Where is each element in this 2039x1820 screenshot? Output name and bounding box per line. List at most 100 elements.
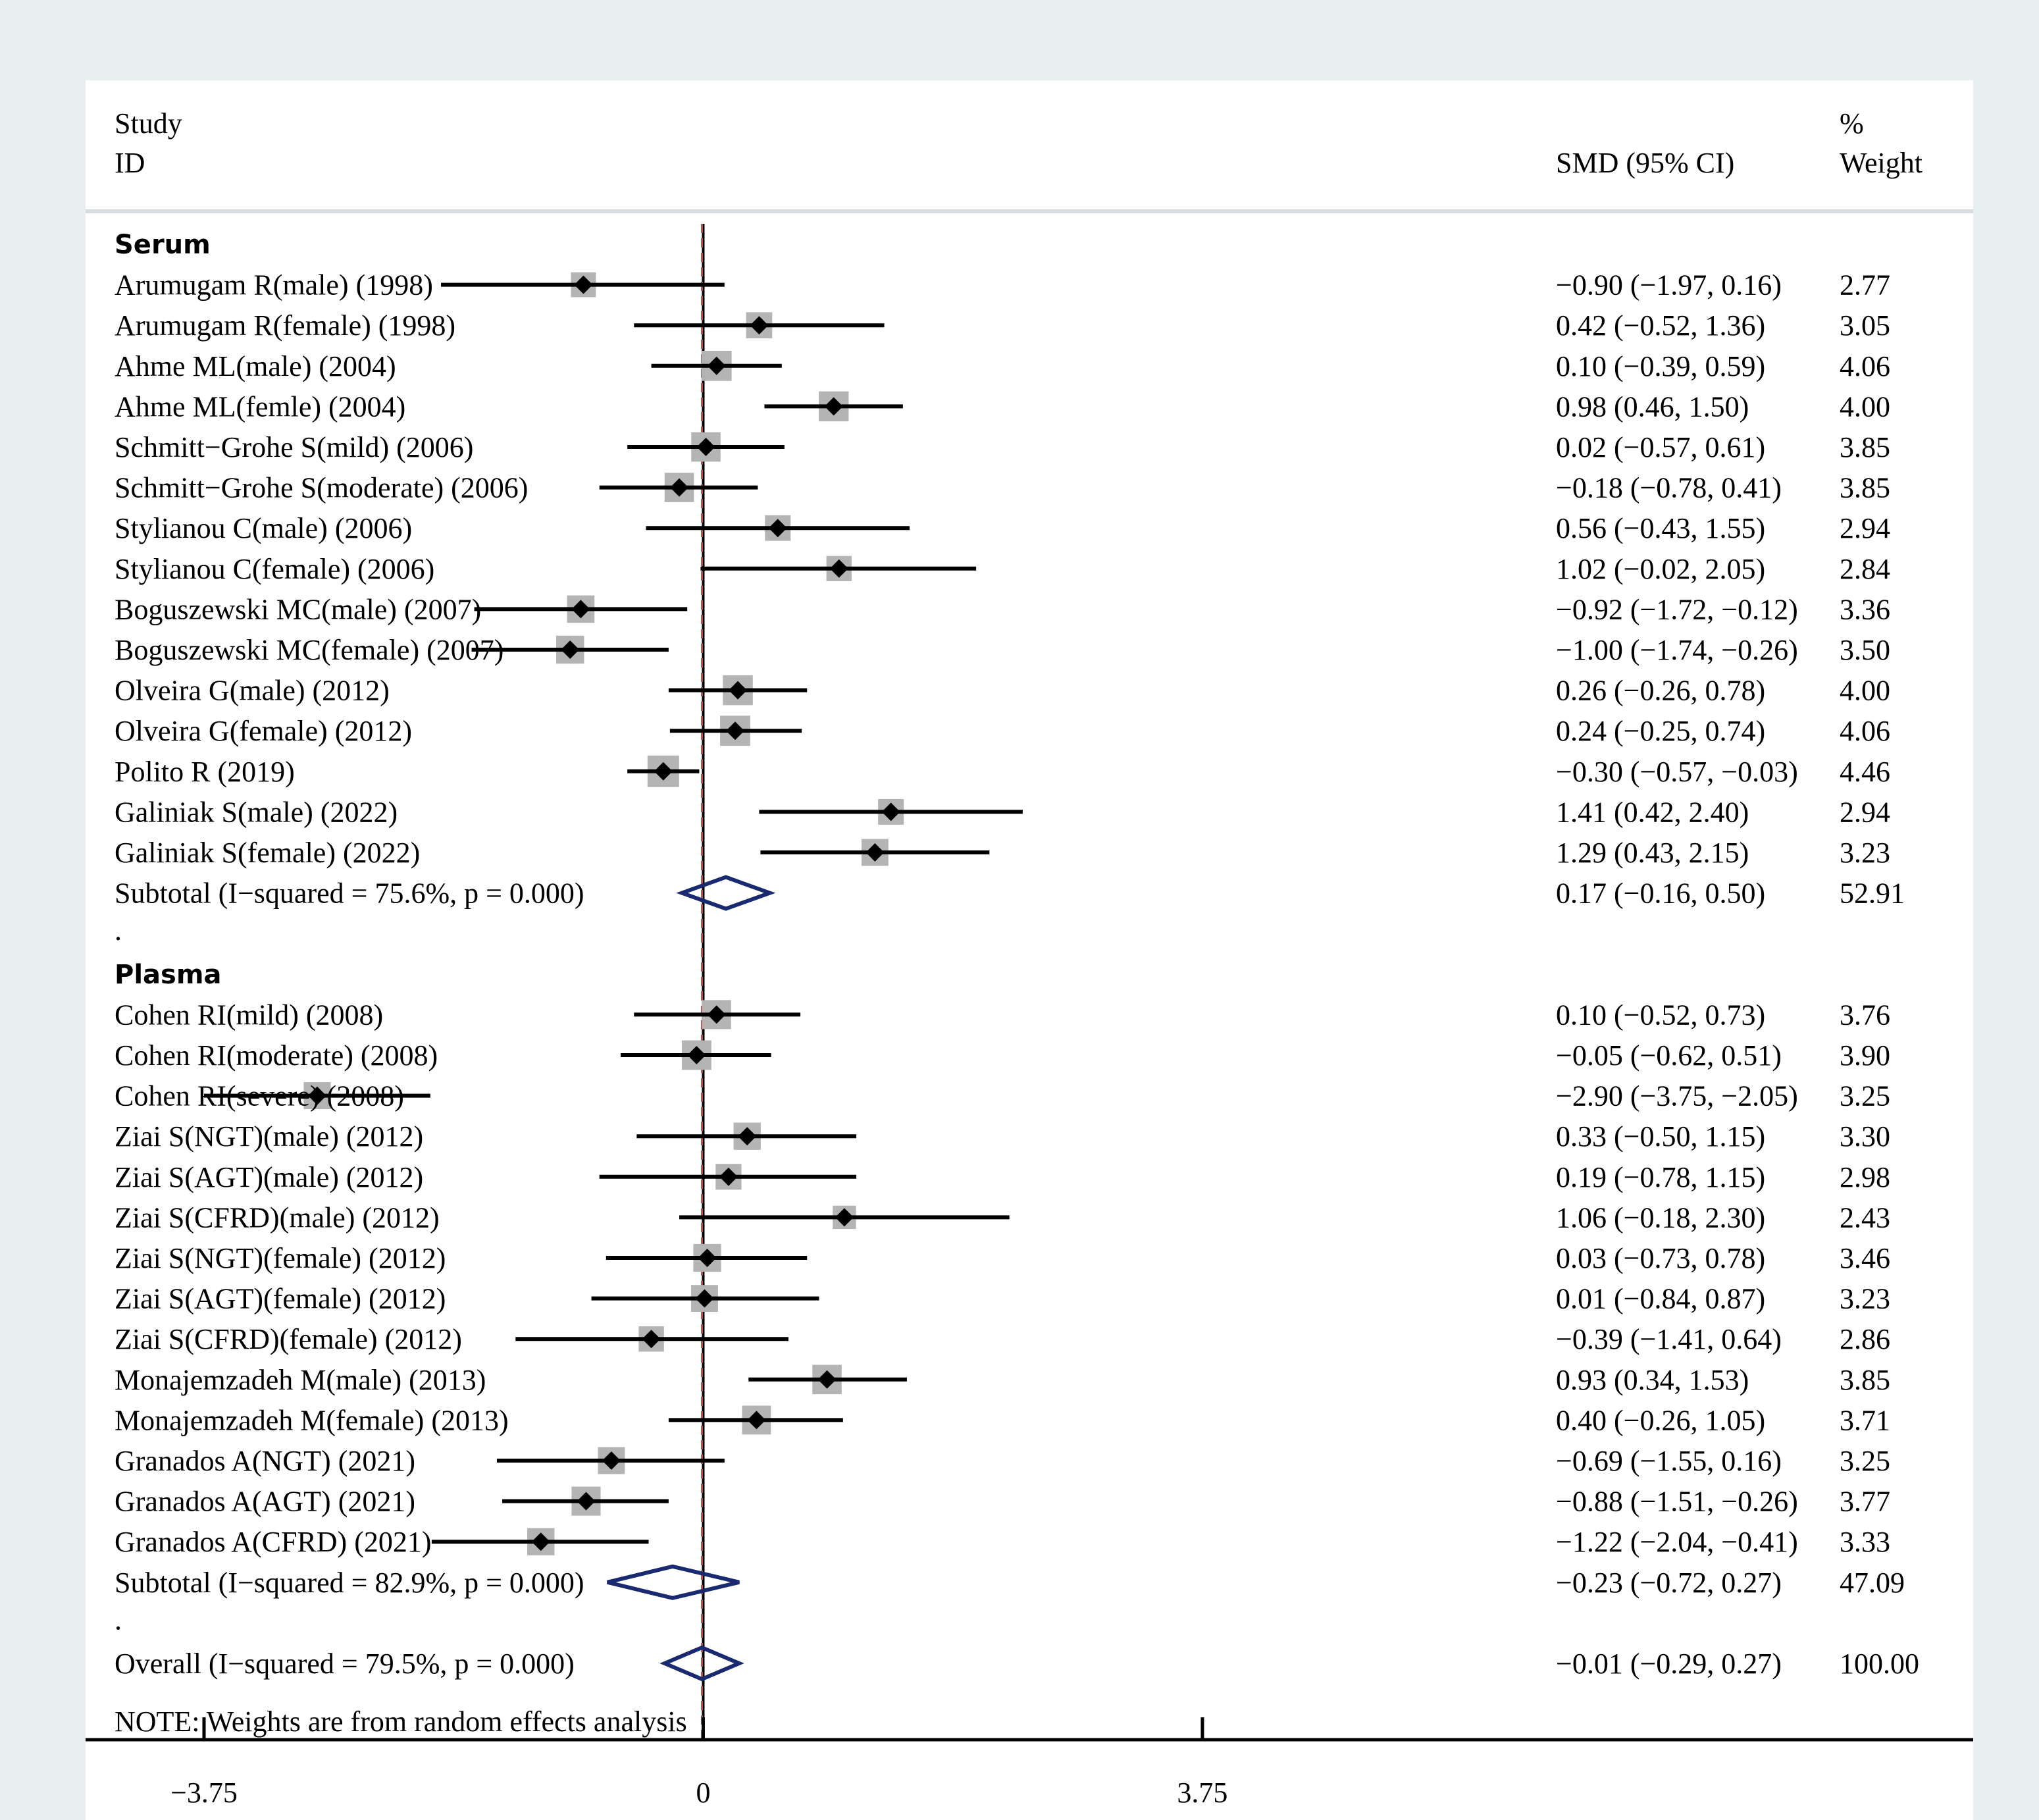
study-weight-text: 3.76 xyxy=(1840,999,1890,1031)
study-weight-text: 3.90 xyxy=(1840,1039,1890,1072)
study-effect-text: 0.42 (−0.52, 1.36) xyxy=(1556,309,1765,342)
study-point-estimate xyxy=(747,1411,766,1430)
subtotal-label: Subtotal (I−squared = 75.6%, p = 0.000) xyxy=(115,877,584,910)
chart-rows: Serum Arumugam R(male) (1998) −0.90 (−1.97… xyxy=(115,230,1919,1680)
study-point-estimate xyxy=(561,640,580,659)
header-study: Study xyxy=(115,107,182,140)
study-point-estimate xyxy=(829,559,848,578)
study-weight-text: 2.43 xyxy=(1840,1201,1890,1234)
study-effect-text: −0.90 (−1.97, 0.16) xyxy=(1556,269,1782,301)
overall-weight-text: 100.00 xyxy=(1840,1648,1919,1680)
study-point-estimate xyxy=(574,275,593,294)
group-heading: Serum xyxy=(115,230,211,260)
study-weight-text: 4.06 xyxy=(1840,715,1890,747)
study-label: Cohen RI(moderate) (2008) xyxy=(115,1039,438,1072)
study-label: Boguszewski MC(male) (2007) xyxy=(115,593,481,625)
study-effect-text: 0.40 (−0.26, 1.05) xyxy=(1556,1404,1765,1436)
study-point-estimate xyxy=(698,1249,717,1267)
study-weight-text: 3.23 xyxy=(1840,837,1890,869)
study-point-estimate xyxy=(729,681,748,700)
study-effect-text: 1.41 (0.42, 2.40) xyxy=(1556,796,1749,828)
study-effect-text: 0.10 (−0.52, 0.73) xyxy=(1556,999,1765,1031)
study-label: Ziai S(AGT)(female) (2012) xyxy=(115,1283,446,1315)
study-weight-text: 3.85 xyxy=(1840,1364,1890,1396)
group-separator: . xyxy=(115,914,122,947)
study-label: Ziai S(NGT)(male) (2012) xyxy=(115,1120,423,1153)
study-point-estimate xyxy=(571,600,590,619)
study-point-estimate xyxy=(531,1532,550,1551)
study-weight-text: 3.85 xyxy=(1840,431,1890,463)
study-effect-text: 0.03 (−0.73, 0.78) xyxy=(1556,1242,1765,1274)
study-label: Polito R (2019) xyxy=(115,756,295,788)
study-weight-text: 2.86 xyxy=(1840,1323,1890,1355)
study-point-estimate xyxy=(817,1370,837,1389)
study-effect-text: 0.01 (−0.84, 0.87) xyxy=(1556,1283,1765,1315)
study-effect-text: 0.02 (−0.57, 0.61) xyxy=(1556,431,1765,463)
study-point-estimate xyxy=(707,356,726,375)
study-effect-text: −0.39 (−1.41, 0.64) xyxy=(1556,1323,1782,1355)
study-label: Cohen RI(mild) (2008) xyxy=(115,999,383,1031)
overall-label: Overall (I−squared = 79.5%, p = 0.000) xyxy=(115,1648,575,1680)
study-effect-text: −1.22 (−2.04, −0.41) xyxy=(1556,1526,1798,1558)
study-label: Arumugam R(male) (1998) xyxy=(115,269,433,301)
study-label: Arumugam R(female) (1998) xyxy=(115,309,455,342)
study-effect-text: 1.29 (0.43, 2.15) xyxy=(1556,837,1749,869)
study-weight-text: 3.36 xyxy=(1840,593,1890,625)
study-weight-text: 2.94 xyxy=(1840,512,1890,544)
study-weight-text: 3.46 xyxy=(1840,1242,1890,1274)
study-label: Ahme ML(femle) (2004) xyxy=(115,390,405,423)
study-point-estimate xyxy=(768,519,787,538)
study-effect-text: −2.90 (−3.75, −2.05) xyxy=(1556,1080,1798,1112)
study-label: Ziai S(NGT)(female) (2012) xyxy=(115,1242,446,1274)
study-point-estimate xyxy=(865,843,885,862)
subtotal-weight-text: 52.91 xyxy=(1840,877,1905,910)
study-weight-text: 3.85 xyxy=(1840,472,1890,504)
study-label: Ziai S(AGT)(male) (2012) xyxy=(115,1161,423,1193)
group-separator: . xyxy=(115,1603,122,1636)
x-tick-label: 3.75 xyxy=(1177,1777,1227,1809)
study-label: Stylianou C(male) (2006) xyxy=(115,512,412,544)
header-rule xyxy=(86,209,1973,213)
study-point-estimate xyxy=(696,438,715,456)
x-tick-label: 0 xyxy=(696,1777,710,1809)
weights-note: NOTE: Weights are from random effects an… xyxy=(115,1705,687,1738)
study-weight-text: 2.77 xyxy=(1840,269,1890,301)
x-tick-label: −3.75 xyxy=(170,1777,238,1809)
plot-panel xyxy=(86,80,1973,1820)
study-effect-text: −0.88 (−1.51, −0.26) xyxy=(1556,1486,1798,1518)
study-label: Schmitt−Grohe S(moderate) (2006) xyxy=(115,472,528,504)
study-point-estimate xyxy=(654,762,673,781)
study-point-estimate xyxy=(695,1289,714,1308)
study-effect-text: 0.33 (−0.50, 1.15) xyxy=(1556,1120,1765,1153)
study-label: Ziai S(CFRD)(female) (2012) xyxy=(115,1323,462,1355)
study-effect-text: 0.56 (−0.43, 1.55) xyxy=(1556,512,1765,544)
study-effect-text: −0.30 (−0.57, −0.03) xyxy=(1556,756,1798,788)
study-weight-text: 3.25 xyxy=(1840,1445,1890,1477)
study-point-estimate xyxy=(738,1127,757,1146)
subtotal-diamond xyxy=(676,875,776,911)
study-effect-text: 0.93 (0.34, 1.53) xyxy=(1556,1364,1749,1396)
study-label: Boguszewski MC(female) (2007) xyxy=(115,634,503,666)
study-weight-text: 2.94 xyxy=(1840,796,1890,828)
study-weight-text: 3.05 xyxy=(1840,309,1890,342)
study-label: Ziai S(CFRD)(male) (2012) xyxy=(115,1201,440,1234)
study-effect-text: −0.18 (−0.78, 0.41) xyxy=(1556,472,1782,504)
study-weight-text: 3.30 xyxy=(1840,1120,1890,1153)
overall-effect-text: −0.01 (−0.29, 0.27) xyxy=(1556,1648,1782,1680)
subtotal-effect-text: −0.23 (−0.72, 0.27) xyxy=(1556,1567,1782,1599)
study-point-estimate xyxy=(824,397,843,416)
header-weight: Weight xyxy=(1840,147,1923,179)
study-point-estimate xyxy=(719,1167,738,1186)
study-label: Galiniak S(male) (2022) xyxy=(115,796,398,828)
study-label: Ahme ML(male) (2004) xyxy=(115,350,396,382)
study-label: Galiniak S(female) (2022) xyxy=(115,837,420,869)
study-label: Granados A(NGT) (2021) xyxy=(115,1445,415,1477)
study-point-estimate xyxy=(577,1492,596,1511)
study-weight-text: 2.98 xyxy=(1840,1161,1890,1193)
subtotal-weight-text: 47.09 xyxy=(1840,1567,1905,1599)
study-weight-text: 3.33 xyxy=(1840,1526,1890,1558)
study-effect-text: −0.05 (−0.62, 0.51) xyxy=(1556,1039,1782,1072)
study-label: Monajemzadeh M(male) (2013) xyxy=(115,1364,486,1396)
header-id: ID xyxy=(115,147,145,179)
